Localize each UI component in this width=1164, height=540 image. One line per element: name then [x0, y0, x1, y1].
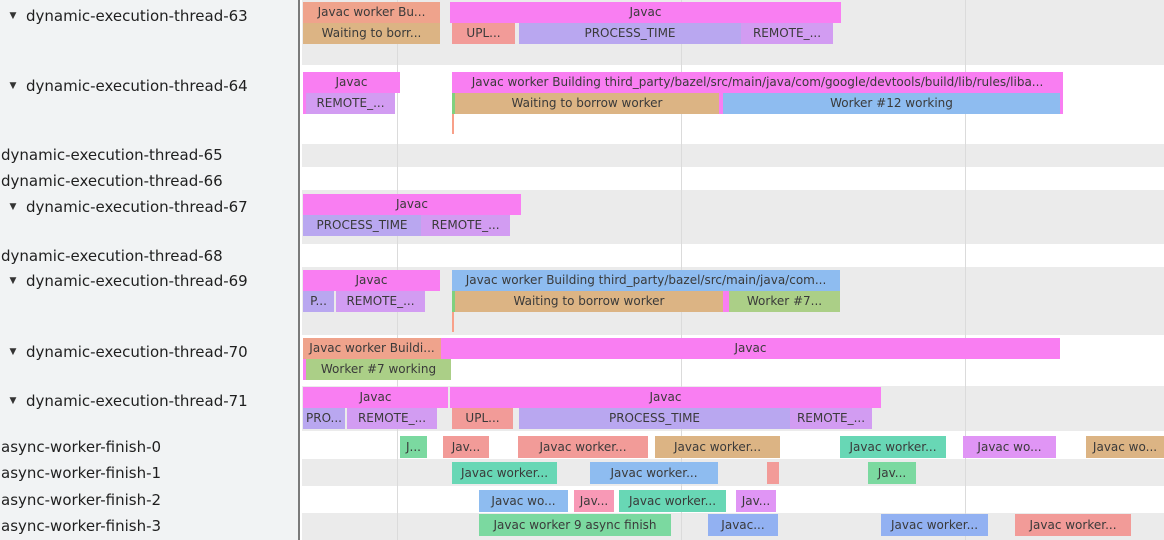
- track-name-text: dynamic-execution-thread-67: [26, 198, 248, 216]
- timeline-slice[interactable]: Jav...: [868, 462, 916, 484]
- track-name-text: dynamic-execution-thread-69: [26, 272, 248, 290]
- timeline-slice[interactable]: Javac wo...: [479, 490, 568, 512]
- track-label-async-worker-finish-1: async-worker-finish-1: [0, 463, 161, 483]
- timeline-slice[interactable]: Javac worker...: [1015, 514, 1131, 536]
- timeline-slice[interactable]: REMOTE_...: [306, 93, 395, 114]
- track-name-text: dynamic-execution-thread-63: [26, 7, 248, 25]
- timeline-slice-sliver[interactable]: [303, 359, 306, 380]
- track-name-text: dynamic-execution-thread-70: [26, 343, 248, 361]
- track-band: [302, 144, 1164, 167]
- expander-triangle-icon[interactable]: ▼: [9, 276, 17, 286]
- timeline-slice[interactable]: Javac: [441, 338, 1060, 359]
- timeline-slice[interactable]: Javac: [303, 270, 440, 291]
- timeline-slice[interactable]: Javac...: [708, 514, 778, 536]
- timeline-slice-sliver[interactable]: [719, 93, 723, 114]
- timeline-slice[interactable]: Javac worker Bu...: [303, 2, 440, 23]
- timeline-slice[interactable]: Javac: [450, 387, 881, 408]
- track-label-dynamic-execution-thread-70[interactable]: ▼ dynamic-execution-thread-70: [0, 342, 248, 362]
- timeline-slice-sliver[interactable]: [452, 114, 454, 134]
- timeline-slice[interactable]: PROCESS_TIME: [303, 215, 421, 236]
- track-name-text: dynamic-execution-thread-71: [26, 392, 248, 410]
- timeline-slice[interactable]: Worker #12 working: [723, 93, 1060, 114]
- timeline-slice[interactable]: Javac worker Building third_party/bazel/…: [452, 270, 840, 291]
- timeline-slice[interactable]: Javac worker...: [518, 436, 648, 458]
- timeline-slice[interactable]: PROCESS_TIME: [519, 408, 790, 429]
- track-label-dynamic-execution-thread-69[interactable]: ▼ dynamic-execution-thread-69: [0, 271, 248, 291]
- timeline-slice[interactable]: PRO...: [303, 408, 345, 429]
- timeline-slice[interactable]: REMOTE_...: [421, 215, 510, 236]
- track-label-dynamic-execution-thread-67[interactable]: ▼ dynamic-execution-thread-67: [0, 197, 248, 217]
- timeline-slice-sliver[interactable]: [452, 291, 455, 312]
- timeline-slice[interactable]: Waiting to borrow worker: [455, 93, 719, 114]
- track-label-dynamic-execution-thread-71[interactable]: ▼ dynamic-execution-thread-71: [0, 391, 248, 411]
- track-name-text: async-worker-finish-1: [1, 464, 162, 482]
- timeline-slice[interactable]: Javac worker...: [590, 462, 718, 484]
- track-label-async-worker-finish-2: async-worker-finish-2: [0, 490, 161, 510]
- track-band: [302, 459, 1164, 486]
- expander-triangle-icon[interactable]: ▼: [9, 347, 17, 357]
- track-name-text: async-worker-finish-2: [1, 491, 162, 509]
- time-gridline: [965, 0, 966, 540]
- timeline-slice[interactable]: Javac: [303, 194, 521, 215]
- timeline-slice-sliver[interactable]: [452, 93, 455, 114]
- timeline-slice[interactable]: Javac wo...: [963, 436, 1056, 458]
- timeline-slice-sliver[interactable]: [303, 93, 306, 114]
- track-name-text: dynamic-execution-thread-64: [26, 77, 248, 95]
- timeline-slice[interactable]: Javac worker Building third_party/bazel/…: [452, 72, 1063, 93]
- timeline-slice[interactable]: UPL...: [452, 23, 515, 44]
- timeline-slice[interactable]: Javac: [303, 387, 448, 408]
- timeline-slice[interactable]: Javac worker Buildi...: [303, 338, 441, 359]
- timeline-slice[interactable]: Javac wo...: [1086, 436, 1164, 458]
- track-label-dynamic-execution-thread-66: dynamic-execution-thread-66: [0, 171, 223, 191]
- timeline-slice[interactable]: J...: [400, 436, 427, 458]
- track-band: [302, 244, 1164, 267]
- timeline-slice[interactable]: Jav...: [736, 490, 776, 512]
- timeline-slice[interactable]: UPL...: [452, 408, 513, 429]
- timeline-slice[interactable]: REMOTE_...: [790, 408, 872, 429]
- track-band: [302, 486, 1164, 513]
- track-label-async-worker-finish-0: async-worker-finish-0: [0, 437, 161, 457]
- timeline-slice[interactable]: Javac worker...: [452, 462, 557, 484]
- track-name-text: dynamic-execution-thread-65: [1, 146, 223, 164]
- timeline-slice[interactable]: PROCESS_TIME: [519, 23, 741, 44]
- timeline-slice[interactable]: Worker #7 working: [306, 359, 451, 380]
- track-name-text: async-worker-finish-0: [1, 438, 162, 456]
- timeline-slice[interactable]: Javac worker...: [881, 514, 988, 536]
- timeline-slice[interactable]: Javac worker...: [840, 436, 946, 458]
- track-name-sidebar: ▼ dynamic-execution-thread-63 ▼ dynamic-exe…: [0, 0, 300, 540]
- timeline-slice[interactable]: Javac worker 9 async finish: [479, 514, 671, 536]
- timeline-slice[interactable]: REMOTE_...: [347, 408, 437, 429]
- timeline-slice[interactable]: Javac: [450, 2, 841, 23]
- timeline-slice[interactable]: Jav...: [574, 490, 614, 512]
- expander-triangle-icon[interactable]: ▼: [9, 81, 17, 91]
- track-name-text: dynamic-execution-thread-68: [1, 247, 223, 265]
- timeline-slice[interactable]: Jav...: [443, 436, 489, 458]
- timeline-slice[interactable]: Javac worker...: [655, 436, 780, 458]
- expander-triangle-icon[interactable]: ▼: [9, 202, 17, 212]
- track-name-text: dynamic-execution-thread-66: [1, 172, 223, 190]
- expander-triangle-icon[interactable]: ▼: [9, 11, 17, 21]
- timeline-slice-sliver[interactable]: [1060, 93, 1063, 114]
- track-band: [302, 167, 1164, 190]
- timeline-slice[interactable]: REMOTE_...: [336, 291, 425, 312]
- track-label-async-worker-finish-3: async-worker-finish-3: [0, 516, 161, 536]
- timeline-slice-sliver[interactable]: [767, 462, 779, 484]
- timeline-slice-sliver[interactable]: [723, 291, 729, 312]
- timeline-slice[interactable]: Javac worker...: [619, 490, 726, 512]
- timeline-slice-sliver[interactable]: [452, 312, 454, 332]
- track-name-text: async-worker-finish-3: [1, 517, 162, 535]
- timeline-slice[interactable]: P...: [303, 291, 334, 312]
- track-label-dynamic-execution-thread-65: dynamic-execution-thread-65: [0, 145, 223, 165]
- track-label-dynamic-execution-thread-68: dynamic-execution-thread-68: [0, 246, 223, 266]
- track-label-dynamic-execution-thread-63[interactable]: ▼ dynamic-execution-thread-63: [0, 6, 248, 26]
- timeline-slice[interactable]: Worker #7...: [729, 291, 840, 312]
- timeline-slice[interactable]: REMOTE_...: [741, 23, 833, 44]
- timeline-slice[interactable]: Waiting to borrow worker: [455, 291, 723, 312]
- expander-triangle-icon[interactable]: ▼: [9, 396, 17, 406]
- track-label-dynamic-execution-thread-64[interactable]: ▼ dynamic-execution-thread-64: [0, 76, 248, 96]
- timeline-slice[interactable]: Waiting to borr...: [303, 23, 440, 44]
- timeline-slice[interactable]: Javac: [303, 72, 400, 93]
